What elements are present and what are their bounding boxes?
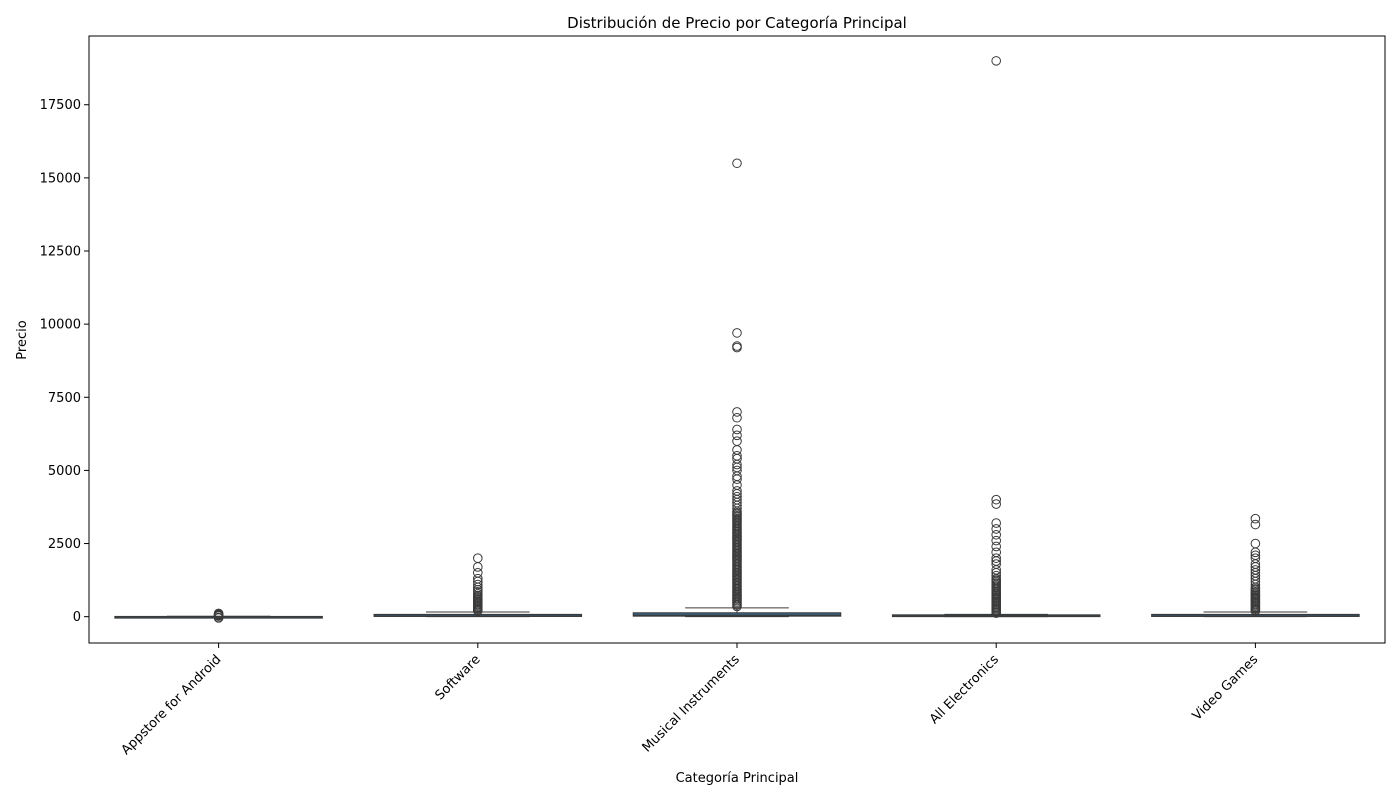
y-tick-label: 10000	[40, 318, 81, 333]
outlier-point	[991, 553, 1002, 563]
y-tick-label: 0	[73, 610, 81, 625]
outlier-point	[732, 430, 742, 441]
outlier-point	[732, 450, 742, 461]
outlier-point	[991, 541, 1002, 552]
outlier-point	[991, 56, 1002, 66]
outlier-point	[991, 499, 1002, 509]
outlier-point	[1250, 513, 1261, 524]
outlier-point	[991, 535, 1002, 546]
outlier-point	[732, 424, 742, 435]
outlier-point	[991, 529, 1002, 540]
outlier-point	[991, 559, 1002, 569]
outlier-point	[1250, 565, 1261, 575]
outlier-point	[213, 613, 224, 623]
outlier-point	[1250, 519, 1261, 530]
chart-title: Distribución de Precio por Categoría Pri…	[567, 14, 907, 32]
outlier-point	[732, 486, 742, 496]
box-group	[632, 158, 842, 618]
outlier-point	[991, 547, 1002, 558]
y-tick-label: 5000	[48, 464, 81, 479]
outlier-point	[473, 553, 483, 563]
outlier-point	[1250, 538, 1261, 549]
outlier-point	[473, 573, 483, 584]
y-tick-label: 15000	[40, 171, 81, 186]
y-tick-label: 17500	[40, 98, 81, 113]
y-tick-label: 2500	[48, 537, 81, 552]
outlier-point	[732, 341, 742, 351]
outlier-point	[1250, 550, 1261, 561]
box-group	[373, 553, 583, 618]
x-axis-title: Categoría Principal	[676, 771, 799, 786]
y-tick-label: 7500	[48, 391, 81, 406]
box-group	[891, 56, 1101, 618]
plot-area	[114, 56, 1360, 623]
outlier-point	[732, 407, 742, 417]
outlier-point	[991, 518, 1002, 528]
outlier-point	[473, 567, 483, 578]
outlier-point	[732, 465, 742, 476]
outlier-point	[732, 328, 742, 338]
outlier-point	[991, 494, 1002, 505]
outlier-point	[732, 436, 742, 446]
y-axis-title: Precio	[15, 320, 30, 359]
outlier-point	[473, 579, 483, 590]
outlier-point	[1250, 553, 1261, 563]
box-group	[114, 608, 323, 623]
y-tick-label: 12500	[40, 245, 81, 260]
outlier-point	[991, 524, 1002, 534]
y-axis: 0 2500 5000 7500 10000 12500 15000 17500	[40, 98, 89, 625]
outlier-point	[732, 412, 742, 423]
box-group	[1151, 513, 1360, 618]
outlier-point	[991, 570, 1002, 581]
outlier-point	[732, 158, 742, 169]
outlier-point	[732, 491, 742, 502]
outlier-point	[213, 608, 224, 619]
